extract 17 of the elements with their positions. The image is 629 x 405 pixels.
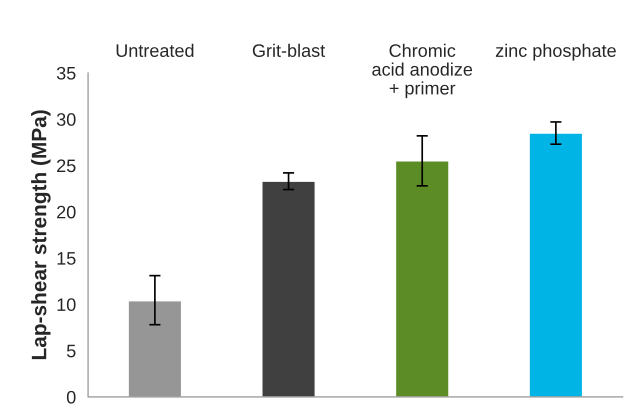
y-tick-label: 25 [57,159,76,172]
y-tick-label: 10 [58,298,76,312]
x-tick-label: zinc phosphate [496,44,616,61]
y-tick-label: 30 [56,113,76,126]
y-tick-label: 5 [66,344,76,358]
y-axis-title: Lap-shear strength (MPa) [31,110,51,360]
x-tick-label: Grit-blast [252,44,326,57]
x-tick-label: Untreated [116,44,194,57]
x-tick-label: Chromic acid anodize + primer [372,44,472,98]
bar [394,160,450,397]
y-tick-label: 20 [57,206,76,218]
y-tick-label: 0 [66,390,76,404]
y-tick-label: 15 [58,252,76,265]
bar [528,132,584,397]
y-tick-label: 35 [56,66,76,80]
bar [261,180,316,397]
bar [127,300,182,397]
